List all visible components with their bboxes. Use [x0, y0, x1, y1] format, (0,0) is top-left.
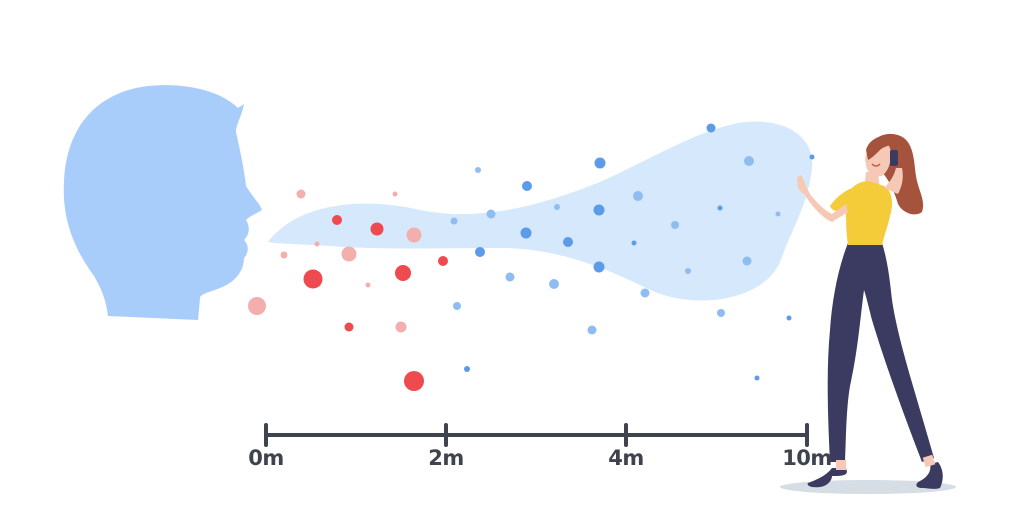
droplet — [341, 246, 357, 262]
aerosol-particle — [520, 227, 532, 239]
scale-label-0m: 0m — [248, 446, 284, 470]
distance-scale — [264, 423, 809, 447]
raised-arm — [797, 175, 848, 222]
aerosol-particle — [594, 157, 606, 169]
phone-arm — [884, 168, 903, 194]
aerosol-particle — [475, 167, 481, 173]
phone-icon — [890, 150, 898, 166]
woman-on-phone — [797, 133, 943, 489]
aerosol-particle — [486, 209, 496, 219]
droplet — [303, 269, 323, 289]
droplet — [395, 265, 411, 281]
droplet — [404, 371, 424, 391]
right-ankle — [922, 454, 936, 468]
respiratory-droplets — [248, 189, 448, 391]
aerosol-particle — [633, 191, 643, 201]
aerosol-particle — [809, 154, 815, 160]
aerosol-particle — [464, 366, 470, 372]
droplet — [392, 191, 398, 197]
mouth — [871, 163, 881, 167]
droplet — [438, 256, 448, 266]
aerosol-particle — [549, 279, 559, 289]
front-hair — [866, 135, 898, 160]
aerosol-particle — [631, 240, 637, 246]
droplet — [314, 241, 320, 247]
droplet — [296, 189, 306, 199]
aerosol-particle — [685, 268, 691, 274]
aerosol-particle — [786, 315, 792, 321]
droplet — [248, 297, 266, 315]
droplet — [332, 215, 342, 225]
aerosol-particle — [554, 204, 560, 210]
aerosol-particle — [593, 261, 605, 273]
aerosol-particle — [593, 204, 605, 216]
droplet — [344, 322, 354, 332]
aerosol-particle — [450, 217, 458, 225]
aerosol-particle — [744, 156, 754, 166]
aerosol-particle — [706, 123, 716, 133]
aerosol-particle — [775, 211, 781, 217]
right-shoe — [916, 462, 943, 489]
aerosol-particle — [563, 237, 573, 247]
aerosol-particle — [453, 302, 461, 310]
droplet — [406, 227, 422, 243]
left-ankle — [836, 460, 846, 470]
aerosol-particle — [717, 309, 725, 317]
scale-label-10m: 10m — [782, 446, 832, 470]
aerosol-particle — [671, 221, 679, 229]
droplet — [280, 251, 288, 259]
left-shoe — [807, 468, 847, 488]
aerosol-particle — [754, 375, 760, 381]
aerosol-cloud — [268, 121, 813, 301]
scale-label-4m: 4m — [608, 446, 644, 470]
droplet — [395, 321, 407, 333]
aerosol-particles — [450, 123, 815, 381]
aerosol-particle — [522, 181, 532, 191]
shirt — [830, 181, 892, 245]
aerosol-particle — [742, 256, 752, 266]
droplet — [370, 222, 384, 236]
aerosol-particle — [505, 272, 515, 282]
aerosol-particle — [640, 288, 650, 298]
aerosol-particle — [475, 247, 485, 257]
droplet — [365, 282, 371, 288]
aerosol-particle — [587, 325, 597, 335]
pants — [827, 243, 934, 462]
scale-label-2m: 2m — [428, 446, 464, 470]
speaker-head-silhouette — [63, 85, 262, 320]
aerosol-particle — [717, 205, 723, 211]
